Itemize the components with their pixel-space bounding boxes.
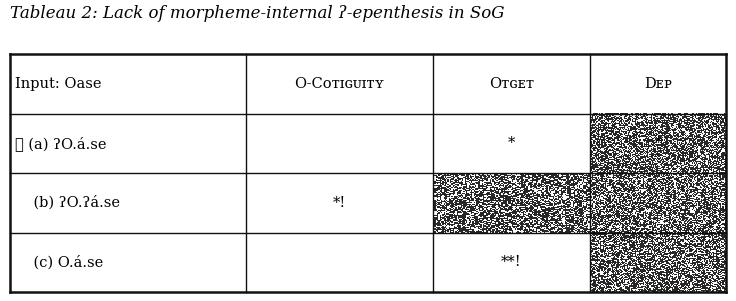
- Text: (b) ʔO.ʔá.se: (b) ʔO.ʔá.se: [15, 196, 120, 210]
- Text: *: *: [508, 136, 515, 150]
- Text: *: *: [654, 136, 662, 150]
- Text: (c) O.á.se: (c) O.á.se: [15, 255, 104, 269]
- Text: Dᴇᴘ: Dᴇᴘ: [645, 77, 672, 91]
- Text: ☞ (a) ʔO.á.se: ☞ (a) ʔO.á.se: [15, 136, 107, 151]
- Text: *!: *!: [333, 196, 346, 210]
- Text: O-Cᴏᴛɪɢᴜɪᴛʏ: O-Cᴏᴛɪɢᴜɪᴛʏ: [294, 77, 384, 91]
- Text: Tableau 2: Lack of morpheme-internal ʔ-epenthesis in SoG: Tableau 2: Lack of morpheme-internal ʔ-e…: [10, 5, 504, 21]
- Bar: [10, 54, 726, 292]
- Text: Oᴛɢᴇᴛ: Oᴛɢᴇᴛ: [489, 77, 534, 91]
- Text: Input: Oase: Input: Oase: [15, 77, 102, 91]
- Text: **!: **!: [501, 255, 522, 269]
